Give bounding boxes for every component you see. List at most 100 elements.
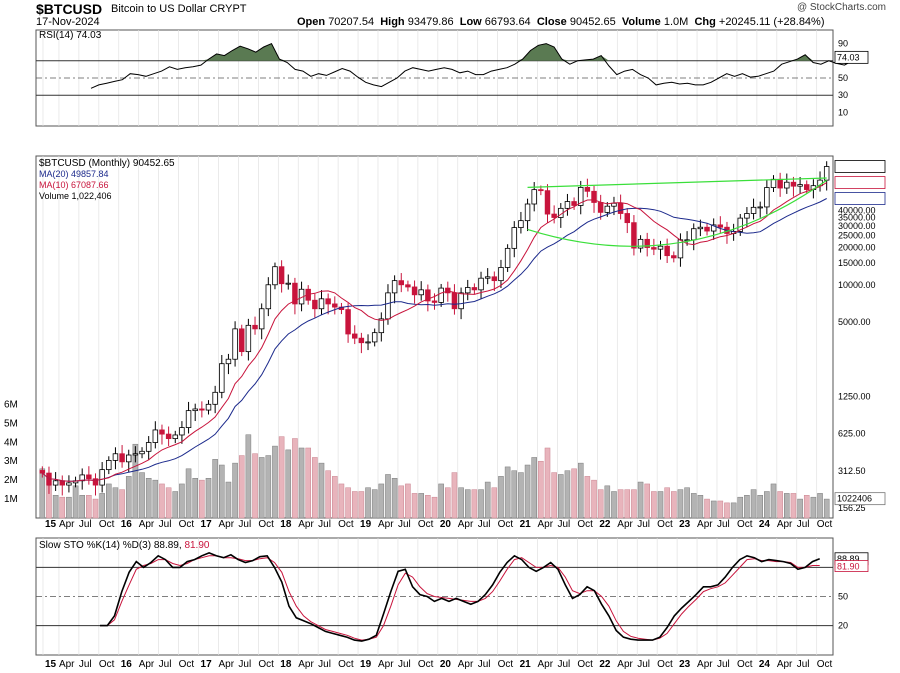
volume-bar xyxy=(292,438,298,519)
volume-y-tick: 5M xyxy=(4,418,18,429)
candle-body xyxy=(132,453,139,456)
candle-body xyxy=(232,328,238,360)
candle-body xyxy=(471,287,478,291)
candle-body xyxy=(165,433,172,440)
volume-bar xyxy=(803,495,810,519)
exchange: CRYPT xyxy=(209,3,247,15)
candle-body xyxy=(239,328,245,353)
sto-k-badge-label: 88.89 xyxy=(837,554,860,564)
last-close-badge xyxy=(834,160,886,173)
low-label: Low xyxy=(459,16,482,28)
candle-body xyxy=(451,292,458,310)
candle-body xyxy=(458,292,464,310)
candle-body xyxy=(86,474,92,480)
rsi-y-tick: 30 xyxy=(838,90,848,100)
rsi-title: RSI(14) 74.03 xyxy=(39,30,102,41)
candle-body xyxy=(126,454,132,463)
volume-bar xyxy=(272,445,278,519)
copyright[interactable]: @ StockCharts.com xyxy=(796,2,886,13)
rsi-y-tick: 90 xyxy=(838,39,848,49)
candle-body xyxy=(764,187,770,208)
volume-bar xyxy=(797,498,803,519)
volume-bar xyxy=(597,489,604,519)
candle-body xyxy=(664,245,670,257)
price-x-tick: Apr xyxy=(139,519,155,530)
candle-body xyxy=(790,181,797,187)
volume-bar xyxy=(312,457,318,519)
volume-bar xyxy=(564,470,571,519)
volume-bar xyxy=(86,495,92,519)
candle-body xyxy=(797,184,803,187)
volume-bar xyxy=(99,493,105,519)
price-x-tick: Apr xyxy=(218,519,234,530)
volume-y-tick: 4M xyxy=(4,437,18,448)
candle-body xyxy=(584,187,591,192)
volume-bar xyxy=(305,447,311,519)
price-x-tick: Jul xyxy=(637,519,650,530)
candle-body xyxy=(312,299,318,310)
price-x-tick: Jul xyxy=(398,519,411,530)
price-x-tick: Oct xyxy=(577,519,593,530)
candle-body xyxy=(657,245,664,250)
candle-body xyxy=(378,318,385,334)
volume-bar xyxy=(265,455,272,519)
volume-bar xyxy=(411,493,418,519)
candle-body xyxy=(292,282,298,305)
price-x-tick: 16 xyxy=(121,519,133,530)
volume-bar xyxy=(159,483,165,519)
volume-last-label: 1022406 xyxy=(837,494,872,504)
candle-body xyxy=(498,267,504,282)
volume-bar xyxy=(777,491,783,519)
candle-body xyxy=(597,202,604,213)
volume-bar xyxy=(631,489,637,519)
cup-rim-line xyxy=(527,177,827,189)
volume-bar xyxy=(697,495,704,519)
sto-x-tick: Apr xyxy=(218,659,234,670)
price-y-tick: 35000.00 xyxy=(838,212,876,222)
volume-bar xyxy=(511,470,518,519)
cup-curve xyxy=(527,179,828,247)
price-x-tick: 20 xyxy=(440,519,452,530)
candle-body xyxy=(564,201,571,209)
volume-bar xyxy=(617,489,624,519)
candle-body xyxy=(205,403,212,411)
candle-body xyxy=(518,220,524,228)
volume-label: Volume xyxy=(621,16,661,28)
sto-x-tick: Apr xyxy=(538,659,554,670)
candle-body xyxy=(425,289,431,302)
price-x-tick: 17 xyxy=(201,519,213,530)
volume-bar xyxy=(431,496,438,519)
sto-x-tick: Apr xyxy=(59,659,75,670)
price-y-tick: 20000.00 xyxy=(838,243,876,253)
volume-bar xyxy=(225,481,232,519)
chart-date: 17-Nov-2024 xyxy=(36,16,100,28)
price-x-tick: Oct xyxy=(737,519,753,530)
rsi-last-badge xyxy=(834,50,869,64)
volume-bar xyxy=(524,464,531,519)
candle-body xyxy=(325,298,331,305)
sto-x-tick: 20 xyxy=(440,659,452,670)
candle-body xyxy=(438,287,444,303)
candle-body xyxy=(637,238,644,249)
candle-body xyxy=(823,166,830,181)
volume-bar xyxy=(724,502,730,519)
rsi-y-tick: 10 xyxy=(838,107,848,117)
close-value: 90452.65 xyxy=(569,16,616,28)
legend-ma10: MA(10) 67087.66 xyxy=(39,180,109,190)
candle-body xyxy=(398,280,404,286)
volume-bar xyxy=(318,462,325,519)
candle-body xyxy=(445,287,451,294)
candle-body xyxy=(757,206,763,209)
candle-body xyxy=(185,410,192,428)
sto-x-tick: 22 xyxy=(599,659,611,670)
volume-bar xyxy=(604,485,611,519)
sto-x-tick: 15 xyxy=(45,659,57,670)
sto-x-tick: Oct xyxy=(817,659,833,670)
sto-x-tick: Jul xyxy=(797,659,810,670)
volume-bar xyxy=(125,476,132,519)
sto-x-tick: Oct xyxy=(498,659,514,670)
candle-body xyxy=(245,324,252,353)
volume-bar xyxy=(704,498,710,519)
volume-bar xyxy=(258,457,265,519)
